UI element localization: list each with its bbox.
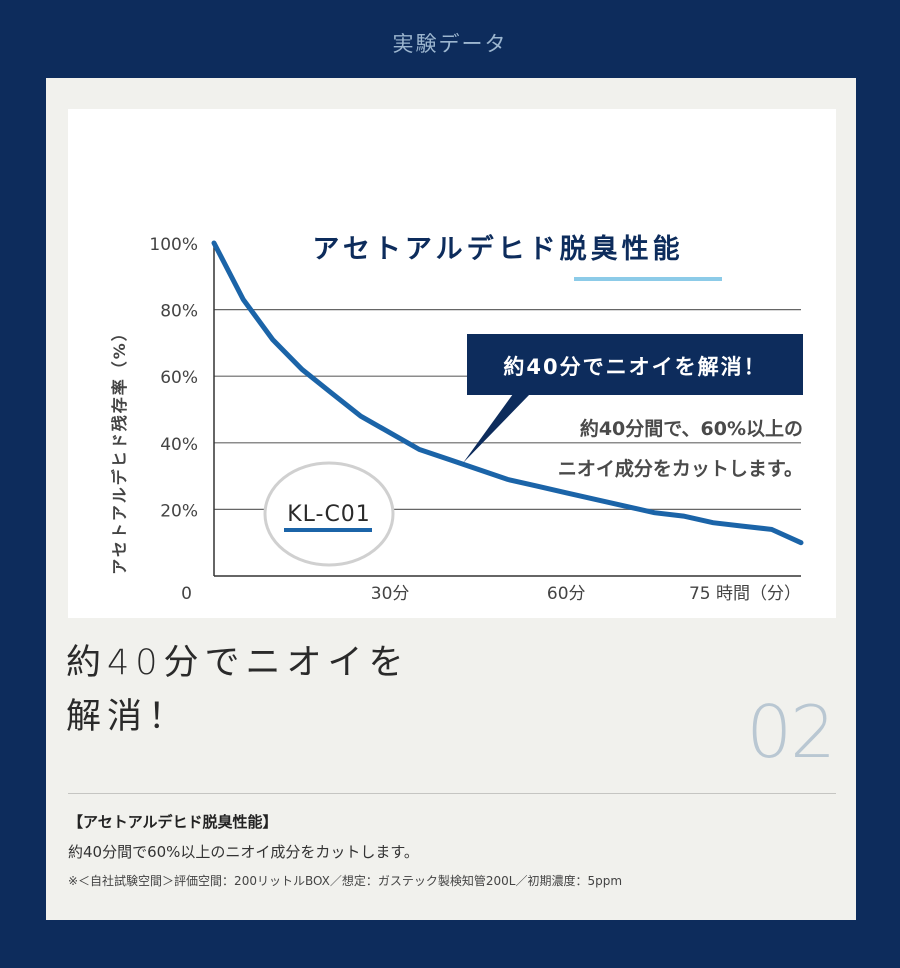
y-axis-label: アセトアルデヒド残存率（%） [110,323,129,575]
x-tick-label: 30分 [371,584,410,604]
main-heading-line-2: 解消！ [66,697,190,737]
chart: 100% 80% 60% 40% 20% 0 30分 60分 75 時間（分） アセトアルデヒ… [110,233,804,604]
chart-title: アセトアルデヒド脱臭性能 [312,233,683,265]
divider [68,793,836,794]
callout-line-2: ニオイ成分をカットします。 [558,457,803,480]
page-header-title: 実験データ [392,32,508,56]
y-tick-label: 60% [160,368,198,388]
chart-panel: 100% 80% 60% 40% 20% 0 30分 60分 75 時間（分） アセトアルデヒ… [68,109,836,618]
y-tick-label: 40% [160,435,198,455]
main-heading-line-1: 約40分でニオイを [66,643,410,683]
note-title: 【アセトアルデヒド脱臭性能】 [68,813,278,831]
callout-pointer [463,394,530,463]
y-tick-label: 0 [181,584,192,604]
note-body: 約40分間で60%以上のニオイ成分をカットします。 [68,843,419,861]
note-fine-print: ※＜自社試験空間＞評価空間：200リットルBOX／想定：ガステック製検知管200… [68,874,623,888]
x-tick-label: 60分 [547,584,586,604]
main-heading: 約40分でニオイを 解消！ [66,636,526,744]
y-tick-label: 100% [149,235,198,255]
section-number: 02 [746,690,836,774]
y-tick-label: 80% [160,302,198,322]
callout-headline: 約40分でニオイを解消！ [503,355,766,379]
callout-box [467,334,803,395]
series-legend-swatch [284,528,372,532]
content-card: 100% 80% 60% 40% 20% 0 30分 60分 75 時間（分） アセトアルデヒ… [46,78,856,920]
series-legend-label: KL-C01 [287,502,371,527]
title-underline [574,277,722,281]
series-legend-ellipse [263,461,395,567]
y-tick-label: 20% [160,501,198,521]
series-line-kl-c01 [211,240,804,546]
x-tick-label: 75 時間（分） [689,584,801,604]
callout-line-1: 約40分間で、60%以上の [580,417,803,440]
